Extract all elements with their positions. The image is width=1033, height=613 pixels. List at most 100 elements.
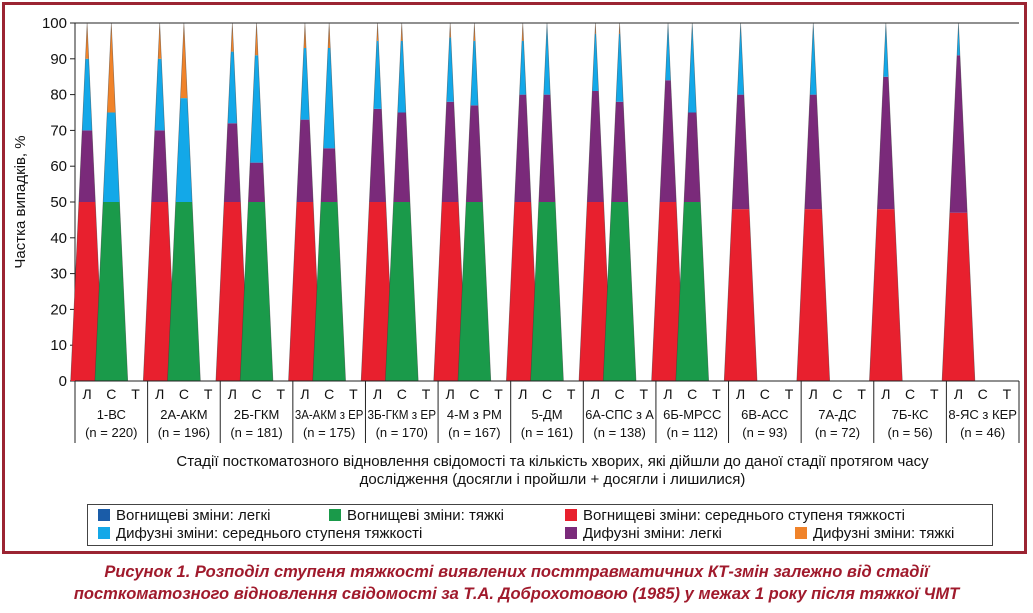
x-category-label: 7А-ДС (818, 407, 856, 422)
area-focal_medium-g9-L (651, 202, 685, 381)
area-focal_severe-g5-S (385, 202, 419, 381)
area-diffuse_medium-g5-S (397, 40, 406, 113)
x-sub-label-3: Т (930, 386, 939, 402)
x-sub-label-2: С (179, 386, 189, 402)
x-sub-label-2: С (106, 386, 116, 402)
x-category-count: (n = 161) (521, 425, 573, 440)
legend-item-focal-severe: Вогнищеві зміни: тяжкі (329, 507, 504, 525)
x-sub-label-2: С (469, 386, 479, 402)
x-axis-title-line-2: дослідження (досягли і пройшли + досягли… (359, 471, 746, 488)
area-diffuse_severe-g2-L (158, 23, 162, 59)
legend-label: Вогнищеві зміни: тяжкі (347, 507, 504, 524)
area-diffuse_light-g11-L (804, 94, 822, 210)
y-tick-label: 60 (50, 158, 67, 175)
area-diffuse_medium-g1-S (103, 112, 120, 202)
chart-canvas: 0 10 20 30 40 50 60 70 80 90 100 Частка випадків, %… (12, 15, 1020, 443)
x-category-label: 1-ВС (97, 407, 126, 422)
area-diffuse_medium-g7-L (519, 40, 527, 95)
legend-item-diffuse-light: Дифузні зміни: легкі (565, 525, 722, 543)
area-focal_severe-g9-S (675, 202, 709, 381)
area-focal_medium-g2-L (143, 202, 177, 381)
x-sub-label-1: Л (155, 386, 164, 402)
area-diffuse_light-g9-L (659, 80, 677, 202)
x-category-count: (n = 72) (815, 425, 860, 440)
area-diffuse_medium-g8-S (615, 33, 624, 102)
x-sub-label-2: С (832, 386, 842, 402)
x-sub-label-1: Л (809, 386, 818, 402)
area-diffuse_medium-g13-L (957, 23, 960, 56)
legend-label: Вогнищеві зміни: середнього ступеня тяжк… (583, 507, 905, 524)
x-sub-label-1: Л (591, 386, 600, 402)
x-category-count: (n = 196) (158, 425, 210, 440)
area-diffuse_severe-g2-S (180, 23, 188, 99)
area-diffuse_medium-g4-L (300, 48, 310, 120)
x-category-count: (n = 46) (960, 425, 1005, 440)
x-sub-label-2: С (397, 386, 407, 402)
legend-swatch (565, 509, 577, 521)
x-sub-label-2: С (905, 386, 915, 402)
area-diffuse_medium-g9-S (688, 23, 697, 113)
x-category-count: (n = 167) (448, 425, 500, 440)
area-diffuse_medium-g9-L (665, 23, 671, 81)
area-diffuse_light-g3-L (224, 123, 241, 202)
area-diffuse_light-g10-L (732, 94, 750, 210)
caption-line-1: Рисунок 1. Розподіл ступеня тяжкості вия… (104, 563, 929, 581)
legend-item-diffuse-medium: Дифузні зміни: середнього ступеня тяжкос… (98, 525, 422, 543)
area-diffuse_light-g9-S (684, 112, 701, 202)
x-category-count: (n = 181) (230, 425, 282, 440)
x-category-label: 5-ДМ (531, 407, 562, 422)
x-sub-label-3: Т (131, 386, 140, 402)
x-sub-label-1: Л (228, 386, 237, 402)
area-focal_medium-g1-L (70, 202, 104, 381)
x-sub-label-2: С (760, 386, 770, 402)
y-tick-label: 90 (50, 51, 67, 68)
area-diffuse_medium-g3-S (250, 55, 263, 163)
x-sub-label-3: Т (857, 386, 866, 402)
x-sub-label-1: Л (663, 386, 672, 402)
y-tick-label: 100 (42, 15, 67, 32)
area-focal_severe-g4-S (312, 202, 346, 381)
x-category-label: 8-ЯС з КЕР (948, 407, 1017, 422)
x-sub-label-1: Л (736, 386, 745, 402)
area-diffuse_medium-g6-L (446, 37, 454, 102)
area-diffuse_medium-g8-L (592, 33, 599, 92)
area-diffuse_light-g6-S (466, 105, 483, 202)
legend: Вогнищеві зміни: легкі Вогнищеві зміни: … (87, 504, 993, 546)
x-sub-label-1: Л (446, 386, 455, 402)
legend-item-focal-medium: Вогнищеві зміни: середнього ступеня тяжк… (565, 507, 905, 525)
area-diffuse_severe-g3-S (255, 23, 259, 56)
area-focal_severe-g7-S (530, 202, 564, 381)
area-diffuse_light-g2-L (151, 130, 168, 202)
x-sub-label-1: Л (518, 386, 527, 402)
x-category-label: 2Б-ГКМ (234, 407, 280, 422)
x-sub-label-3: Т (422, 386, 431, 402)
area-diffuse_light-g4-S (320, 148, 338, 202)
area-focal_medium-g3-L (215, 202, 249, 381)
area-diffuse_light-g4-L (296, 119, 314, 202)
x-sub-label-1: Л (881, 386, 890, 402)
caption-line-2: посткоматозного відновлення свідомості з… (73, 585, 960, 603)
x-sub-label-2: С (251, 386, 261, 402)
area-focal_medium-g10-L (724, 209, 758, 381)
area-focal_medium-g4-L (288, 202, 322, 381)
x-category-label: 6В-АСС (741, 407, 788, 422)
legend-swatch (795, 527, 807, 539)
legend-label: Дифузні зміни: середнього ступеня тяжкос… (116, 525, 423, 542)
area-focal_medium-g11-L (796, 209, 830, 381)
y-tick-label: 0 (59, 373, 67, 390)
x-category-count: (n = 93) (742, 425, 787, 440)
x-sub-label-3: Т (1003, 386, 1012, 402)
legend-swatch (565, 527, 577, 539)
y-tick-label: 40 (50, 230, 67, 247)
y-tick-label: 80 (50, 87, 67, 104)
area-diffuse_light-g5-S (393, 112, 410, 202)
x-category-label: 3А-АКМ з ЕР (295, 407, 364, 422)
legend-swatch (98, 509, 110, 521)
area-diffuse_light-g7-S (538, 94, 556, 202)
x-axis-title: Стадії посткоматозного відновлення свідо… (75, 453, 1030, 489)
area-diffuse_severe-g1-S (107, 23, 116, 113)
area-diffuse_medium-g7-S (543, 23, 551, 95)
area-diffuse_medium-g6-S (470, 40, 479, 106)
x-sub-label-2: С (687, 386, 697, 402)
x-sub-label-3: Т (785, 386, 794, 402)
